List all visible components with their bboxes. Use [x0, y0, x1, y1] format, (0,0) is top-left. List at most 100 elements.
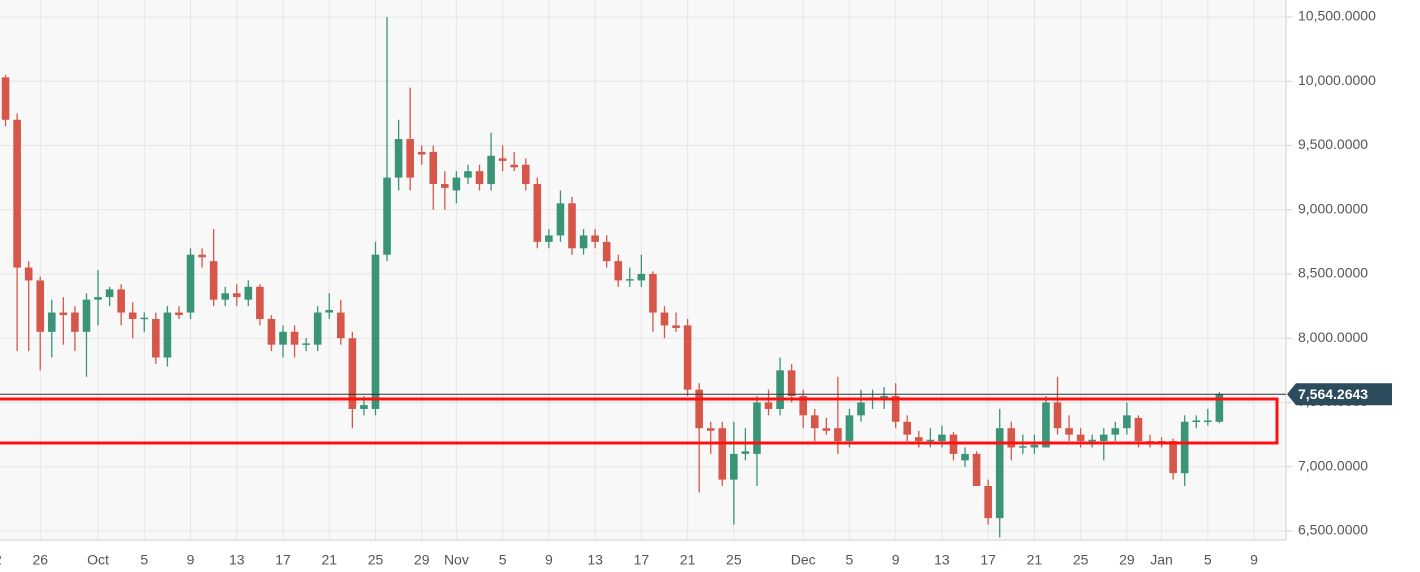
x-tick-label: 25: [1073, 552, 1089, 568]
candle-body: [1030, 444, 1039, 448]
x-tick-label: 13: [587, 552, 603, 568]
x-tick-label: 21: [321, 552, 337, 568]
candle-body: [198, 254, 206, 258]
x-tick-label: 13: [229, 552, 245, 568]
last-price-box: [1287, 383, 1392, 406]
candle-body: [776, 370, 784, 409]
grid: [0, 0, 1286, 540]
y-tick-label: 10,000.0000: [1298, 72, 1376, 88]
candle-body: [880, 396, 888, 398]
x-tick-label: 13: [934, 552, 950, 568]
x-tick-label: 22: [0, 552, 2, 568]
candle-body: [1204, 420, 1212, 422]
candle-body: [13, 119, 21, 268]
x-tick-label: 26: [32, 552, 48, 568]
y-tick-label: 8,500.0000: [1298, 265, 1368, 281]
candle-body: [452, 177, 461, 191]
candle-body: [810, 415, 819, 429]
candle-body: [128, 312, 137, 319]
candle-body: [545, 235, 553, 242]
x-tick-label: 21: [680, 552, 696, 568]
candle-body: [1076, 434, 1085, 442]
candle-body: [232, 293, 241, 298]
y-tick-label: 10,500.0000: [1298, 8, 1376, 24]
candle-body: [614, 261, 623, 281]
candle-body: [59, 312, 68, 316]
candle-body: [36, 280, 45, 332]
y-tick-label: 6,500.0000: [1298, 522, 1368, 538]
x-tick-label: 9: [1250, 552, 1258, 568]
x-tick-label: 25: [726, 552, 742, 568]
candle-body: [152, 318, 160, 358]
x-tick-label: 5: [846, 552, 854, 568]
candle-body: [521, 164, 530, 185]
candle-body: [626, 279, 634, 281]
candle-body: [672, 325, 680, 328]
candle-body: [279, 331, 287, 345]
candle-body: [48, 312, 56, 332]
candle-body: [371, 254, 380, 409]
candle-body: [313, 312, 322, 345]
candle-body: [186, 254, 195, 313]
candle-body: [1123, 415, 1131, 429]
candle-body: [660, 312, 669, 326]
x-tick-label: 9: [892, 552, 900, 568]
candle-body: [221, 293, 229, 300]
candle-body: [602, 241, 611, 262]
candle-body: [163, 312, 172, 358]
candle-body: [1019, 446, 1027, 448]
candle-body: [82, 299, 91, 332]
candle-body: [71, 312, 79, 332]
candle-body: [741, 451, 750, 454]
x-tick-label: 29: [414, 552, 430, 568]
candle-body: [938, 434, 946, 442]
x-tick-label: 21: [1027, 552, 1043, 568]
candle-body: [360, 405, 368, 409]
candle-body: [441, 184, 449, 188]
candle-body: [337, 312, 345, 339]
x-tick-label: 9: [545, 552, 553, 568]
candle-body: [325, 309, 334, 313]
candle-body: [903, 421, 912, 435]
x-tick-label: Dec: [791, 552, 816, 568]
candle-body: [718, 428, 727, 480]
y-tick-label: 8,000.0000: [1298, 329, 1368, 345]
candle-body: [175, 312, 183, 316]
candle-body: [591, 235, 599, 242]
x-tick-label: 17: [980, 552, 996, 568]
candle-body: [1099, 434, 1108, 442]
candle-body: [683, 325, 692, 390]
x-tick-label: 9: [187, 552, 195, 568]
candle-body: [556, 203, 565, 236]
candle-body: [822, 428, 831, 431]
candles: [1, 16, 1224, 538]
highlight-box: [0, 397, 1279, 445]
x-tick-label: 25: [368, 552, 384, 568]
candle-body: [24, 267, 33, 281]
candle-body: [498, 158, 507, 161]
x-tick-label: 5: [499, 552, 507, 568]
y-tick-label: 9,500.0000: [1298, 136, 1368, 152]
candle-body: [1, 77, 10, 120]
candle-body: [915, 437, 923, 442]
last-price-label: 7,564.2643: [1298, 386, 1368, 402]
candle-body: [1088, 439, 1096, 442]
candle-body: [637, 273, 646, 281]
candle-body: [140, 317, 149, 320]
labels: 6,500.00007,000.00007,500.00008,000.0000…: [0, 8, 1392, 568]
candle-body: [1042, 402, 1050, 448]
candle-body: [348, 338, 357, 409]
candle-body: [383, 177, 391, 255]
x-tick-label: 29: [1119, 552, 1135, 568]
candle-body: [984, 486, 992, 519]
candle-body: [972, 453, 981, 487]
candle-body: [533, 184, 542, 242]
x-tick-label: Nov: [444, 552, 469, 568]
x-tick-label: 17: [634, 552, 650, 568]
candle-body: [417, 151, 426, 155]
candle-body: [799, 396, 807, 416]
candle-body: [302, 343, 310, 345]
candle-body: [510, 164, 518, 168]
